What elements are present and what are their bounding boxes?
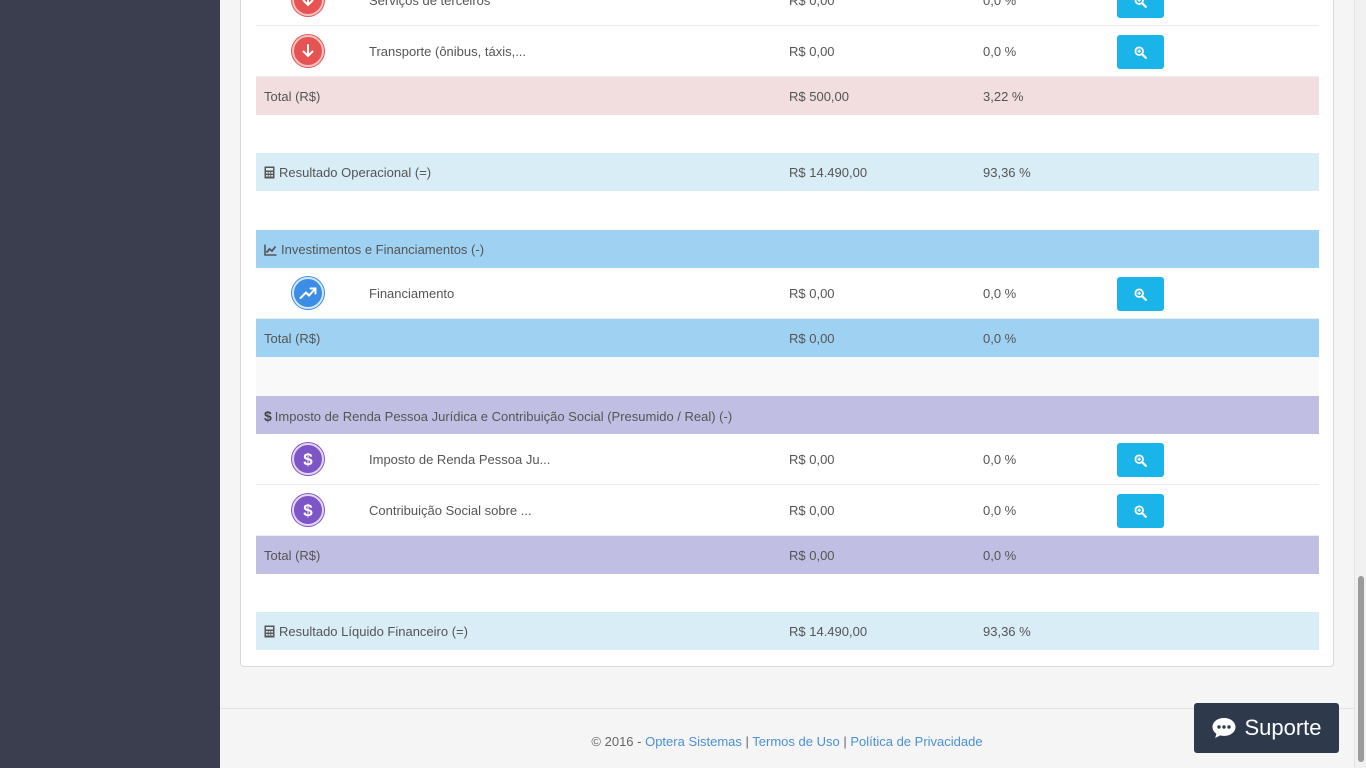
calculator-icon <box>264 625 275 638</box>
result-value: R$ 14.490,00 <box>789 624 868 639</box>
main-content: Serviços de terceiros R$ 0,00 0,0 % Tran… <box>220 0 1354 768</box>
table-row-total-imposto: Total (R$) R$ 0,00 0,0 % <box>256 536 1319 574</box>
row-label: Serviços de terceiros <box>369 0 491 8</box>
zoom-in-icon <box>1134 45 1147 59</box>
result-value: R$ 14.490,00 <box>789 165 868 180</box>
arrow-down-circle-icon <box>292 35 324 67</box>
row-value: R$ 0,00 <box>789 503 835 518</box>
footer-text: © 2016 - Optera Sistemas | Termos de Uso… <box>220 734 1354 749</box>
table-row-total-investimentos: Total (R$) R$ 0,00 0,0 % <box>256 319 1319 357</box>
sidebar <box>0 0 220 768</box>
row-percent: 0,0 % <box>983 503 1017 518</box>
row-value: R$ 0,00 <box>789 44 835 59</box>
row-percent: 0,0 % <box>983 0 1017 8</box>
details-button[interactable] <box>1117 0 1164 18</box>
scrollbar-thumb[interactable] <box>1358 576 1364 762</box>
row-value: R$ 0,00 <box>789 452 835 467</box>
dollar-circle-icon: $ <box>292 494 324 526</box>
zoom-in-icon <box>1134 0 1147 8</box>
result-label: Resultado Líquido Financeiro (=) <box>264 624 468 639</box>
details-button[interactable] <box>1117 277 1164 311</box>
details-button[interactable] <box>1117 443 1164 477</box>
table-row-resultado-operacional: Resultado Operacional (=) R$ 14.490,00 9… <box>256 153 1319 191</box>
total-value: R$ 0,00 <box>789 548 835 563</box>
terms-link[interactable]: Termos de Uso <box>752 734 840 749</box>
total-label: Total (R$) <box>264 89 321 104</box>
total-value: R$ 500,00 <box>789 89 849 104</box>
section-title: $ Imposto de Renda Pessoa Jurídica e Con… <box>264 408 732 424</box>
total-value: R$ 0,00 <box>789 331 835 346</box>
section-header-investimentos: Investimentos e Financiamentos (-) <box>256 230 1319 268</box>
result-label-text: Resultado Operacional (=) <box>279 165 432 180</box>
section-header-imposto: $ Imposto de Renda Pessoa Jurídica e Con… <box>256 396 1319 434</box>
zoom-in-icon <box>1134 504 1147 518</box>
dollar-circle-icon: $ <box>292 443 324 475</box>
table-row-contribuicao: $ Contribuição Social sobre ... R$ 0,00 … <box>256 485 1319 536</box>
details-button[interactable] <box>1117 35 1164 69</box>
result-percent: 93,36 % <box>983 624 1031 639</box>
footer: © 2016 - Optera Sistemas | Termos de Uso… <box>220 708 1354 768</box>
row-label: Imposto de Renda Pessoa Ju... <box>369 452 551 467</box>
company-link[interactable]: Optera Sistemas <box>645 734 742 749</box>
page-scrollbar[interactable] <box>1354 0 1366 768</box>
result-label-text: Resultado Líquido Financeiro (=) <box>279 624 468 639</box>
total-label: Total (R$) <box>264 548 321 563</box>
result-label: Resultado Operacional (=) <box>264 165 431 180</box>
spacer-row <box>256 357 1319 396</box>
copyright-text: © 2016 - <box>591 734 646 749</box>
section-title-text: Imposto de Renda Pessoa Jurídica e Contr… <box>274 408 733 424</box>
table-row-imposto-renda: $ Imposto de Renda Pessoa Ju... R$ 0,00 … <box>256 434 1319 485</box>
total-percent: 0,0 % <box>983 548 1017 563</box>
details-button[interactable] <box>1117 494 1164 528</box>
table-row-servicos: Serviços de terceiros R$ 0,00 0,0 % <box>256 0 1319 26</box>
section-title-text: Investimentos e Financiamentos (-) <box>281 242 485 257</box>
total-percent: 3,22 % <box>983 89 1024 104</box>
privacy-link[interactable]: Política de Privacidade <box>850 734 983 749</box>
row-value: R$ 0,00 <box>789 286 835 301</box>
row-label: Transporte (ônibus, táxis,... <box>369 44 527 59</box>
result-percent: 93,36 % <box>983 165 1031 180</box>
row-value: R$ 0,00 <box>789 0 835 8</box>
table-row-transporte: Transporte (ônibus, táxis,... R$ 0,00 0,… <box>256 26 1319 77</box>
trending-up-icon <box>292 277 324 309</box>
row-percent: 0,0 % <box>983 44 1017 59</box>
table-row-resultado-liquido: Resultado Líquido Financeiro (=) R$ 14.4… <box>256 612 1319 650</box>
support-button[interactable]: Suporte <box>1194 703 1339 753</box>
table-row-financiamento: Financiamento R$ 0,00 0,0 % <box>256 268 1319 319</box>
section-title: Investimentos e Financiamentos (-) <box>264 242 484 257</box>
support-label: Suporte <box>1244 715 1322 740</box>
row-label: Contribuição Social sobre ... <box>369 503 532 518</box>
dollar-icon: $ <box>264 408 272 424</box>
arrow-down-circle-icon <box>292 0 324 16</box>
chat-bubble-icon <box>1212 718 1236 738</box>
zoom-in-icon <box>1134 453 1147 467</box>
table-row-total-despesas: Total (R$) R$ 500,00 3,22 % <box>256 77 1319 115</box>
row-percent: 0,0 % <box>983 452 1017 467</box>
separator: | <box>741 734 753 749</box>
calculator-icon <box>264 166 275 179</box>
row-percent: 0,0 % <box>983 286 1017 301</box>
total-percent: 0,0 % <box>983 331 1017 346</box>
dre-card: Serviços de terceiros R$ 0,00 0,0 % Tran… <box>240 0 1334 667</box>
row-label: Financiamento <box>369 286 455 301</box>
line-chart-icon <box>264 244 277 256</box>
total-label: Total (R$) <box>264 331 321 346</box>
zoom-in-icon <box>1134 287 1147 301</box>
separator: | <box>839 734 851 749</box>
